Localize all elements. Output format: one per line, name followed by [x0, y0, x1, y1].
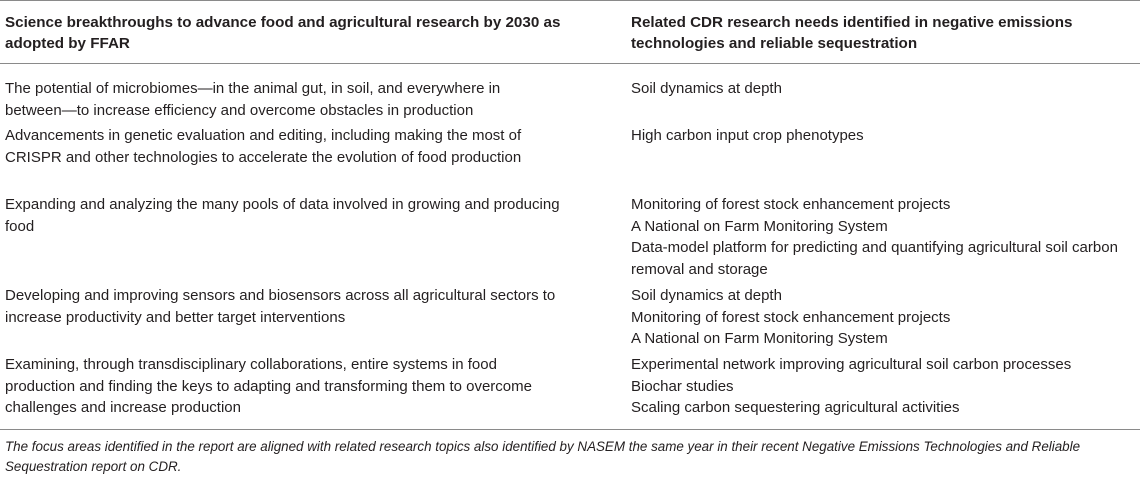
- row-3-need-2: A National on Farm Monitoring System: [631, 217, 888, 235]
- row-2-need-1: High carbon input crop phenotypes: [631, 127, 864, 144]
- table-footnote: The focus areas identified in the report…: [5, 439, 1081, 474]
- header-divider-rule: [0, 63, 1140, 64]
- row-5-breakthrough: Examining, through transdisciplinary col…: [5, 356, 532, 416]
- row-3-need-1: Monitoring of forest stock enhancement p…: [631, 196, 951, 213]
- row-1-need-1: Soil dynamics at depth: [631, 80, 782, 97]
- row-3-need-3: Data-model platform for predicting and q…: [631, 239, 1118, 256]
- row-3-need-3-continued: removal and storage: [631, 260, 768, 278]
- row-1-needs: Soil dynamics at depth: [631, 78, 1141, 100]
- column-header-breakthroughs: Science breakthroughs to advance food an…: [5, 14, 561, 52]
- row-4-need-1: Soil dynamics at depth: [631, 287, 782, 304]
- row-4-breakthrough: Developing and improving sensors and bio…: [5, 287, 556, 326]
- row-3-needs: Monitoring of forest stock enhancement p…: [631, 194, 1141, 280]
- row-3-breakthrough: Expanding and analyzing the many pools o…: [5, 196, 560, 235]
- table-top-rule: [0, 0, 1140, 1]
- row-5-need-2: Biochar studies: [631, 377, 734, 395]
- row-5-needs: Experimental network improving agricultu…: [631, 354, 1141, 419]
- row-1-breakthrough: The potential of microbiomes—in the anim…: [5, 80, 501, 119]
- row-5-need-1: Experimental network improving agricultu…: [631, 356, 1072, 373]
- row-4-need-3: A National on Farm Monitoring System: [631, 330, 888, 347]
- row-2-breakthrough: Advancements in genetic evaluation and e…: [5, 127, 522, 166]
- table-bottom-rule: [0, 429, 1140, 430]
- row-5-need-3: Scaling carbon sequestering agricultural…: [631, 399, 960, 416]
- row-4-needs: Soil dynamics at depth Monitoring of for…: [631, 285, 1141, 350]
- row-4-need-2: Monitoring of forest stock enhancement p…: [631, 308, 951, 326]
- row-2-needs: High carbon input crop phenotypes: [631, 125, 1141, 147]
- column-header-cdr-needs: Related CDR research needs identified in…: [631, 14, 1073, 52]
